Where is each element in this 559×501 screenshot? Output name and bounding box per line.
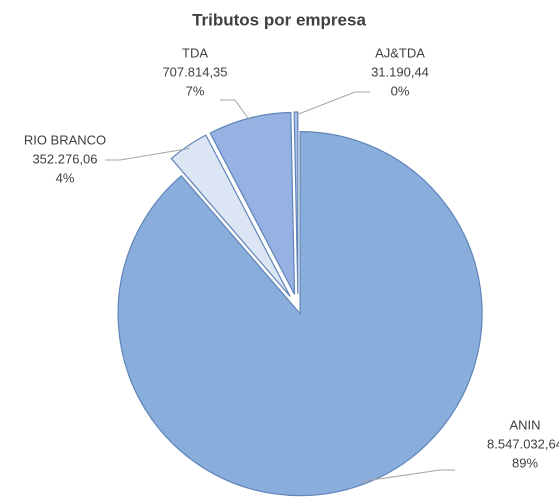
percent-label: 4% (56, 170, 75, 185)
pie-slice (170, 134, 291, 297)
pie (117, 111, 483, 497)
leader-line (105, 147, 190, 161)
leader-line (362, 469, 455, 482)
percent-label: 89% (512, 455, 538, 470)
category-label: ANIN (509, 417, 540, 432)
pie-slice (117, 131, 483, 497)
pie-slice (293, 111, 299, 295)
percent-label: 7% (186, 83, 205, 98)
percent-label: 0% (391, 83, 410, 98)
labels: ANIN 8.547.032,64 89% RIO BRANCO 352.276,06 4… (24, 45, 559, 482)
chart-title: Tributos por empresa (192, 10, 366, 29)
leader-line (295, 91, 370, 116)
value-label: 31.190,44 (371, 64, 429, 79)
pie-slice (209, 111, 296, 295)
value-label: 352.276,06 (32, 151, 97, 166)
value-label: 707.814,35 (162, 64, 227, 79)
value-label: 8.547.032,64 (487, 436, 559, 451)
category-label: TDA (182, 45, 208, 60)
category-label: AJ&TDA (375, 45, 425, 60)
category-label: RIO BRANCO (24, 132, 106, 147)
leader-line (220, 99, 251, 122)
